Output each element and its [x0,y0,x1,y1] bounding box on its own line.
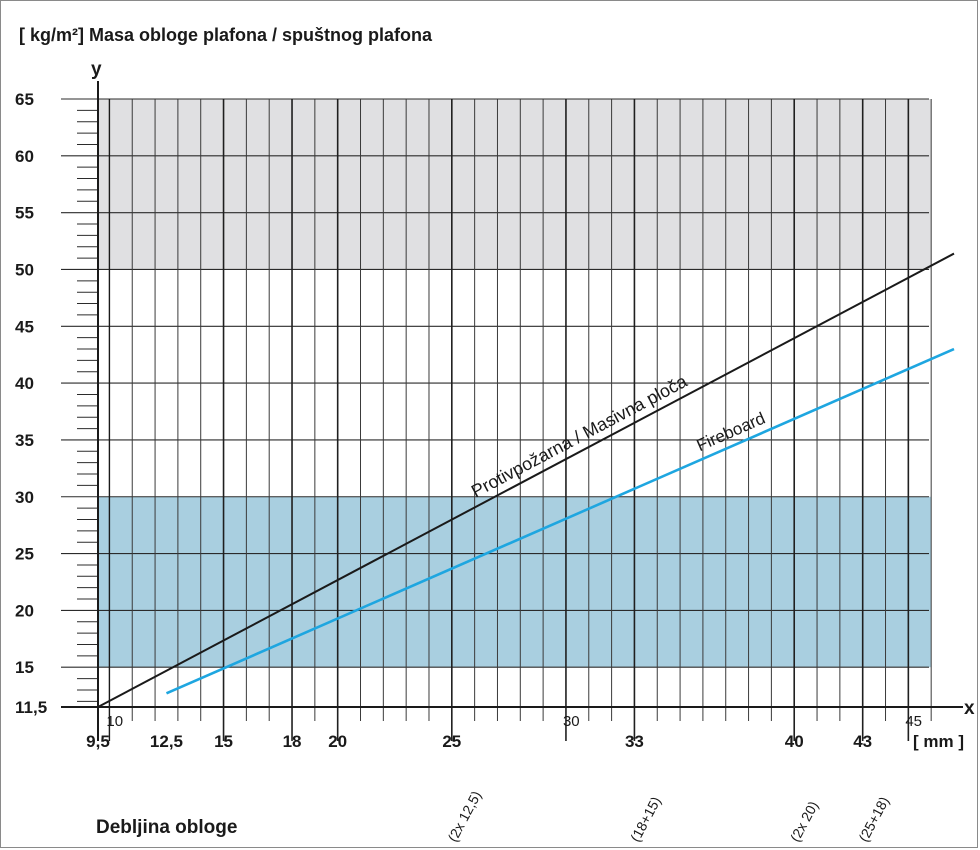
y-tick-label: 45 [15,317,34,336]
series-label-protivpozarna: Protivpožarna / Masivna ploča [468,371,691,502]
x-annotation-label: (18+15) [627,794,664,844]
x-axis-label: x [964,698,975,719]
x-annotation-label: (2x 20) [787,798,822,844]
x-tick-label: 9,5 [86,732,110,751]
y-tick-label: 25 [15,545,34,564]
x-annotation-label: (2x 12,5) [444,788,484,844]
y-tick-label: 20 [15,601,34,620]
y-tick-label: 65 [15,90,34,109]
x-minor-tick-label: 45 [905,713,922,730]
x-tick-label: 18 [283,732,302,751]
x-unit-label: [ mm ] [913,732,964,751]
x-tick-label: 20 [328,732,347,751]
x-tick-label: 33 [625,732,644,751]
band-2 [98,496,932,668]
x-tick-label: 43 [853,732,872,751]
x-tick-label: 15 [214,732,233,751]
x-minor-tick-label: 30 [563,713,580,730]
x-annotation-label: (25+18) [855,794,892,844]
x-tick-label: 40 [785,732,804,751]
chart-title: [ kg/m²] Masa obloge plafona / spuštnog … [19,25,433,45]
series-line-protivpozarna [97,252,955,708]
y-tick-label: 60 [15,147,34,166]
x-caption: Debljina obloge [96,817,237,838]
series-label-fireboard: Fireboard [694,409,768,456]
series-line-fireboard [165,347,955,695]
y-tick-label: 35 [15,431,34,450]
x-tick-label: 25 [442,732,461,751]
y-tick-label: 30 [15,488,34,507]
y-tick-label: 50 [15,260,34,279]
x-tick-label: 12,5 [150,732,183,751]
axes [61,81,963,741]
x-minor-tick-label: 10 [106,713,123,730]
y-tick-label: 40 [15,374,34,393]
y-axis-label: y [91,59,102,80]
band-1 [98,99,932,270]
y-tick-label: 15 [15,658,34,677]
background-bands [98,99,932,668]
y-tick-label: 55 [15,204,34,223]
y-tick-label: 11,5 [15,698,47,717]
series-lines [97,252,955,708]
